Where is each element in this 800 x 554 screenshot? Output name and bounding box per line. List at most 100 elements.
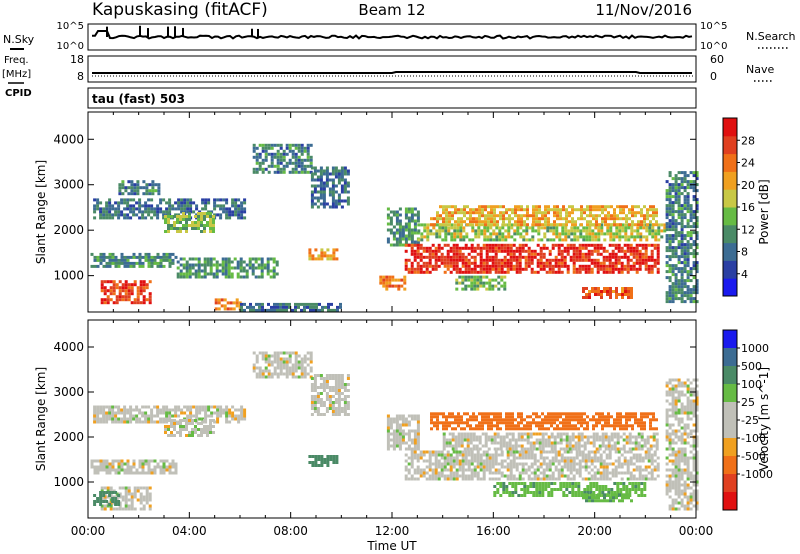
heatmap-cell — [545, 477, 549, 481]
heatmap-cell — [340, 392, 344, 395]
heatmap-cell — [680, 225, 684, 229]
heatmap-cell — [479, 261, 483, 265]
heatmap-cell — [460, 415, 463, 419]
heatmap-cell — [248, 260, 252, 264]
heatmap-cell — [587, 267, 591, 271]
heatmap-cell — [99, 411, 103, 415]
heatmap-cell — [182, 215, 185, 218]
heatmap-cell — [102, 255, 106, 259]
heatmap-cell — [150, 420, 154, 424]
heatmap-cell — [346, 383, 350, 386]
heatmap-cell — [276, 161, 280, 165]
heatmap-cell — [613, 421, 616, 425]
heatmap-cell — [279, 146, 283, 150]
heatmap-cell — [276, 360, 280, 364]
heatmap-cell — [319, 187, 323, 191]
heatmap-cell — [182, 272, 186, 276]
heatmap-cell — [455, 243, 459, 247]
heatmap-cell — [587, 453, 591, 457]
heatmap-cell — [276, 366, 280, 370]
heatmap-cell — [255, 161, 259, 165]
heatmap-cell — [469, 211, 472, 215]
heatmap-cell — [167, 227, 170, 230]
heatmap-cell — [337, 404, 341, 407]
heatmap-cell — [413, 471, 417, 475]
heatmap-cell — [572, 252, 576, 256]
heatmap-cell — [640, 415, 643, 419]
heatmap-cell — [571, 223, 574, 227]
heatmap-cell — [434, 468, 438, 472]
heatmap-cell — [482, 246, 486, 250]
heatmap-cell — [467, 264, 471, 268]
heatmap-cell — [601, 211, 604, 215]
heatmap-cell — [674, 282, 678, 286]
heatmap-cell — [460, 223, 463, 227]
heatmap-cell — [629, 264, 633, 268]
heatmap-cell — [340, 383, 344, 386]
heatmap-cell — [267, 152, 271, 156]
heatmap-cell — [288, 360, 292, 364]
noise-panel-frame — [87, 23, 697, 51]
heatmap-cell — [677, 240, 681, 244]
heatmap-cell — [614, 246, 618, 250]
heatmap-cell — [102, 462, 106, 466]
heatmap-cell — [650, 453, 654, 457]
heatmap-cell — [325, 178, 329, 182]
heatmap-cell — [583, 211, 586, 215]
heatmap-cell — [204, 405, 208, 409]
heatmap-cell — [426, 232, 430, 236]
heatmap-cell — [209, 428, 212, 431]
heatmap-cell — [594, 238, 598, 242]
heatmap-cell — [255, 366, 259, 370]
heatmap-cell — [153, 459, 157, 463]
heatmap-cell — [518, 255, 522, 259]
heatmap-cell — [505, 421, 508, 425]
heatmap-cell — [331, 407, 335, 410]
heatmap-cell — [623, 252, 627, 256]
heatmap-cell — [109, 486, 113, 490]
heatmap-cell — [156, 207, 160, 211]
heatmap-cell — [641, 477, 645, 481]
heatmap-cell — [677, 195, 681, 199]
heatmap-cell — [686, 174, 690, 178]
heatmap-cell — [258, 167, 262, 171]
heatmap-cell — [440, 465, 444, 469]
heatmap-cell — [481, 208, 484, 212]
heatmap-cell — [130, 507, 134, 511]
heatmap-cell — [147, 252, 151, 256]
heatmap-cell — [209, 221, 212, 224]
heatmap-cell — [191, 422, 194, 425]
heatmap-cell — [486, 229, 490, 233]
heatmap-cell — [466, 421, 469, 425]
heatmap-cell — [487, 412, 490, 416]
heatmap-cell — [625, 217, 628, 221]
heatmap-cell — [319, 398, 323, 401]
heatmap-cell — [539, 255, 543, 259]
heatmap-cell — [461, 468, 465, 472]
heatmap-cell — [317, 254, 321, 258]
heatmap-cell — [228, 210, 232, 214]
heatmap-cell — [680, 279, 684, 283]
heatmap-cell — [686, 249, 690, 253]
heatmap-cell — [504, 238, 508, 242]
heatmap-cell — [677, 210, 681, 214]
heatmap-cell — [188, 422, 191, 425]
heatmap-cell — [581, 267, 585, 271]
heatmap-cell — [660, 229, 664, 233]
heatmap-cell — [237, 417, 241, 421]
heatmap-cell — [519, 226, 523, 230]
heatmap-cell — [520, 217, 523, 221]
heatmap-cell — [621, 229, 625, 233]
heatmap-cell — [114, 210, 118, 214]
heatmap-cell — [470, 462, 474, 466]
heatmap-cell — [695, 237, 699, 241]
heatmap-cell — [695, 216, 699, 220]
heatmap-cell — [285, 302, 288, 306]
heatmap-cell — [188, 431, 191, 434]
heatmap-cell — [475, 208, 478, 212]
heatmap-cell — [448, 424, 451, 428]
heatmap-cell — [183, 210, 187, 214]
heatmap-cell — [174, 207, 178, 211]
heatmap-cell — [212, 263, 216, 267]
heatmap-cell — [167, 224, 170, 227]
